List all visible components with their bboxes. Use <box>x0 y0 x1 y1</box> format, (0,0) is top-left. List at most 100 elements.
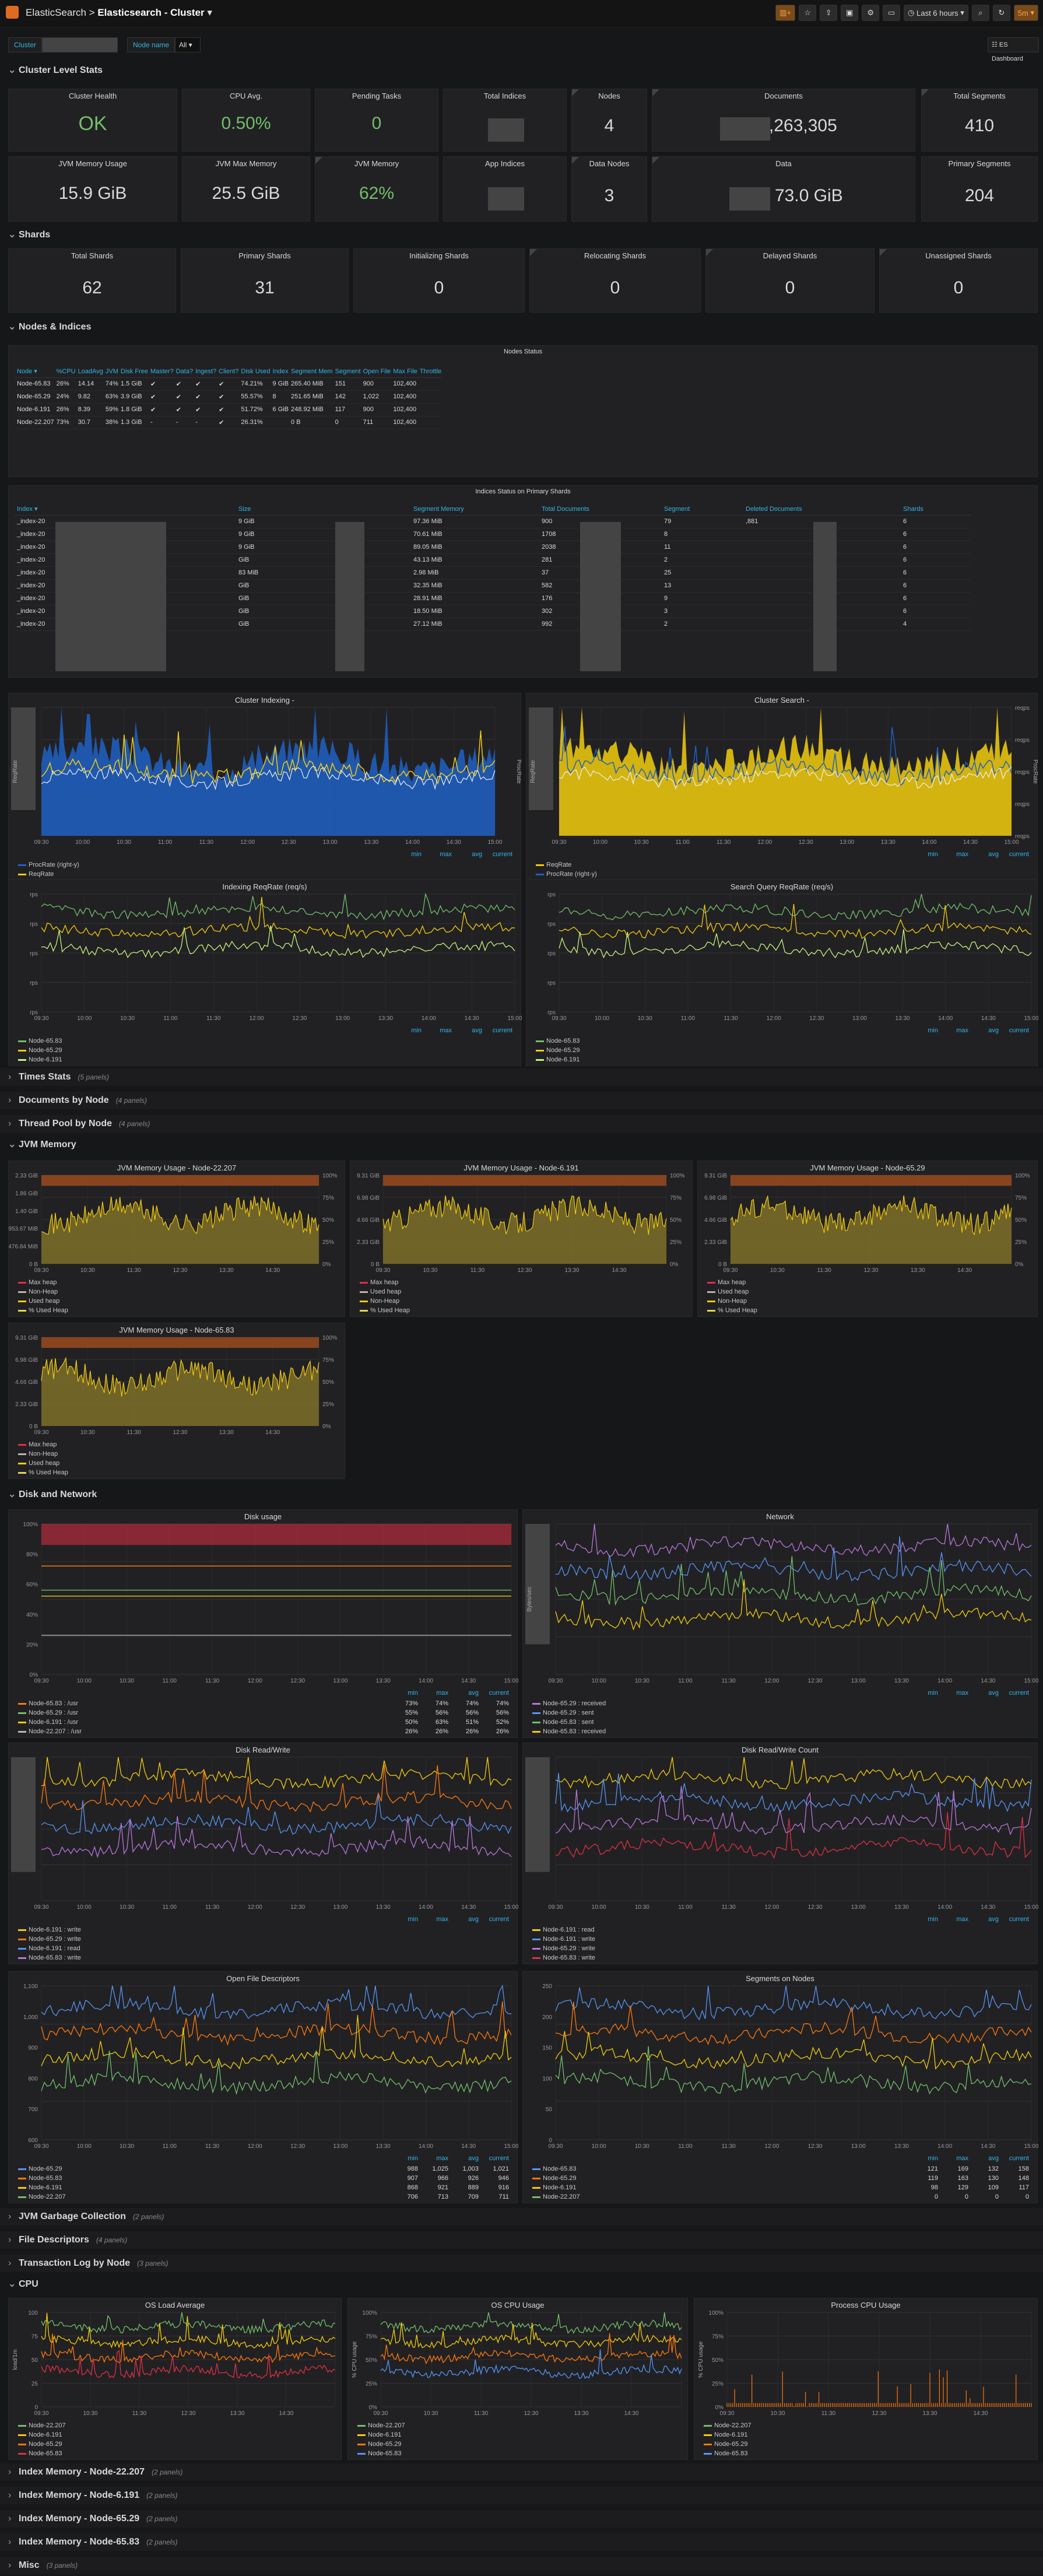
legend-item[interactable]: Node-6.191 : read <box>532 1925 1029 1934</box>
legend-item[interactable]: Node-65.29 <box>18 2440 333 2449</box>
legend-item[interactable]: Node-6.191 <box>18 1055 512 1064</box>
nodes-col-header[interactable]: Throttle <box>417 366 442 378</box>
legend-header[interactable]: max <box>956 1027 968 1034</box>
legend-header[interactable]: min <box>408 1690 418 1697</box>
node-link[interactable]: Node-22.207 <box>15 416 54 429</box>
legend-item[interactable]: Node-65.29 119 163 130 148 <box>532 2174 1029 2183</box>
panel-jvm-memory-usage[interactable]: JVM Memory Usage 15.9 GiB <box>8 156 177 222</box>
panel-data-nodes[interactable]: Data Nodes 3 <box>571 156 647 222</box>
nodes-col-header[interactable]: Segment Mem <box>289 366 333 378</box>
legend-header[interactable]: current <box>1009 1027 1029 1034</box>
chart-panel-disk-usage[interactable]: Disk usage 100% 80% 60% 40% 20% 0% 09:30 10:00 10… <box>8 1509 518 1738</box>
legend-item[interactable]: Node-22.207 <box>357 2421 679 2430</box>
legend-header[interactable]: avg <box>988 1916 999 1923</box>
legend-header[interactable]: avg <box>988 1027 999 1034</box>
legend-item[interactable]: Node-6.191 868 921 889 916 <box>18 2183 509 2192</box>
legend-item[interactable]: Node-6.191 : write <box>18 1925 509 1934</box>
panel-cpu-avg[interactable]: CPU Avg. 0.50% <box>182 89 310 152</box>
legend-header[interactable]: avg <box>988 851 999 858</box>
panel-jvm-memory-pct[interactable]: JVM Memory 62% <box>315 156 438 222</box>
panel-title[interactable]: Cluster Search - <box>754 696 809 705</box>
panel-pending-tasks[interactable]: Pending Tasks 0 <box>315 89 438 152</box>
chart-panel-jvm-memory-usage-node-65-83[interactable]: JVM Memory Usage - Node-65.83 9.31 GiB 6.9… <box>8 1323 345 1479</box>
legend-item[interactable]: Node-65.83 : sent <box>532 1718 1029 1727</box>
panel-title[interactable]: Disk Read/Write <box>236 1746 290 1754</box>
nodes-col-header[interactable]: LoadAvg <box>75 366 103 378</box>
legend-header[interactable]: max <box>956 2155 968 2162</box>
legend-item[interactable]: Node-22.207 706 713 709 711 <box>18 2192 509 2202</box>
row-nodes-indices[interactable]: ⌄ Nodes & Indices <box>8 322 92 332</box>
legend-header[interactable]: min <box>928 2155 938 2162</box>
legend-header[interactable]: max <box>436 1690 448 1697</box>
legend-header[interactable]: min <box>928 1916 938 1923</box>
legend-header[interactable]: min <box>411 1027 422 1034</box>
nodes-col-header[interactable]: Disk Used <box>238 366 271 378</box>
zoom-out-icon[interactable]: ⌕ <box>971 5 989 21</box>
legend-item[interactable]: Node-65.83 : write <box>532 1953 1029 1962</box>
legend-item[interactable]: ReqRate <box>536 860 1029 870</box>
legend-item[interactable]: Max heap <box>360 1278 684 1287</box>
legend-header[interactable]: current <box>489 1916 509 1923</box>
share-icon[interactable]: ⇪ <box>820 5 838 21</box>
legend-header[interactable]: avg <box>472 851 482 858</box>
legend-item[interactable]: Node-65.83 : received <box>532 1727 1029 1736</box>
legend-item[interactable]: Node-65.29 <box>18 1046 512 1055</box>
nodes-col-header[interactable]: Index <box>270 366 289 378</box>
panel-nodes-status[interactable]: Nodes Status Node ▾ %CPU LoadAvg JVM Disk Fr… <box>8 345 1038 477</box>
row-disk-network[interactable]: ⌄ Disk and Network <box>8 1489 97 1499</box>
panel-title[interactable]: Disk usage <box>244 1512 282 1521</box>
legend-item[interactable]: % Used Heap <box>707 1306 1029 1315</box>
legend-item[interactable]: Max heap <box>707 1278 1029 1287</box>
chart-panel-network[interactable]: Network Bytes/sec 09:30 10:00 10:30 11:00 11:3… <box>522 1509 1038 1738</box>
legend-header[interactable]: min <box>928 1027 938 1034</box>
legend-header[interactable]: max <box>440 851 452 858</box>
chart-panel-cluster-search[interactable]: Cluster Search - reqps reqps reqps reqps reqp… <box>526 693 1038 881</box>
legend-header[interactable]: max <box>956 1916 968 1923</box>
nodes-col-header[interactable]: Segment <box>332 366 361 378</box>
save-icon[interactable]: ▣ <box>841 5 859 21</box>
nodes-col-header[interactable]: Max File <box>391 366 417 378</box>
legend-header[interactable]: avg <box>468 2155 479 2162</box>
node-link[interactable]: Node-65.29 <box>15 390 54 404</box>
panel-initializing-shards[interactable]: Initializing Shards 0 <box>353 248 525 313</box>
index-col-header[interactable]: Index ▾ <box>15 503 236 516</box>
nodes-col-header[interactable]: Open File <box>360 366 391 378</box>
chart-panel-search-query-reqrate-req-s[interactable]: Search Query ReqRate (req/s) rps rps rps rps… <box>526 879 1038 1066</box>
chart-panel-jvm-memory-usage-node-22-207[interactable]: JVM Memory Usage - Node-22.207 2.33 GiB 1.… <box>8 1161 345 1317</box>
panel-primary-shards[interactable]: Primary Shards 31 <box>181 248 349 313</box>
nodes-col-header[interactable]: %CPU <box>54 366 76 378</box>
legend-header[interactable]: max <box>956 1690 968 1697</box>
legend-item[interactable]: Node-6.191 <box>357 2430 679 2440</box>
legend-header[interactable]: current <box>492 1027 512 1034</box>
legend-item[interactable]: Node-22.207 <box>18 2421 333 2430</box>
legend-item[interactable]: Node-6.191 <box>18 2430 333 2440</box>
legend-item[interactable]: Node-65.29 988 1,025 1,003 1,021 <box>18 2164 509 2174</box>
legend-header[interactable]: current <box>1009 1916 1029 1923</box>
legend-header[interactable]: max <box>436 1916 448 1923</box>
legend-item[interactable]: % Used Heap <box>18 1306 336 1315</box>
legend-header[interactable]: avg <box>468 1916 479 1923</box>
row-cluster-level-stats[interactable]: ⌄ Cluster Level Stats <box>8 65 103 75</box>
legend-header[interactable]: current <box>1009 1690 1029 1697</box>
legend-item[interactable]: Node-65.83 <box>704 2449 1029 2458</box>
legend-item[interactable]: Node-22.207 0 0 0 0 <box>532 2192 1029 2202</box>
legend-item[interactable]: Node-22.207 : /usr 26% 26% 26% 26% <box>18 1727 509 1736</box>
panel-delayed-shards[interactable]: Delayed Shards 0 <box>705 248 875 313</box>
cluster-variable-select[interactable] <box>42 37 118 52</box>
legend-header[interactable]: current <box>492 851 512 858</box>
legend-item[interactable]: Non-Heap <box>360 1296 684 1306</box>
chart-panel-indexing-reqrate-req-s[interactable]: Indexing ReqRate (req/s) rps rps rps rps rps 0… <box>8 879 522 1066</box>
add-panel-icon[interactable]: ▥+ <box>775 5 796 21</box>
legend-item[interactable]: Used heap <box>707 1287 1029 1296</box>
legend-header[interactable]: current <box>1009 851 1029 858</box>
index-col-header[interactable]: Segment <box>662 503 743 516</box>
index-col-header[interactable]: Total Documents <box>539 503 662 516</box>
star-icon[interactable]: ☆ <box>799 5 817 21</box>
row-index-memory-6-191[interactable]: › Index Memory - Node-6.191 (2 panels) <box>0 2487 1043 2504</box>
row-transaction-log[interactable]: › Transaction Log by Node (3 panels) <box>0 2255 1043 2272</box>
legend-header[interactable]: avg <box>988 1690 999 1697</box>
time-range-picker[interactable]: ◷ Last 6 hours ▾ <box>904 5 968 21</box>
es-dashboard-link[interactable]: ☷ ES Dashboard <box>988 37 1039 62</box>
legend-item[interactable]: ReqRate <box>18 870 512 879</box>
panel-title[interactable]: Process CPU Usage <box>831 2301 901 2309</box>
